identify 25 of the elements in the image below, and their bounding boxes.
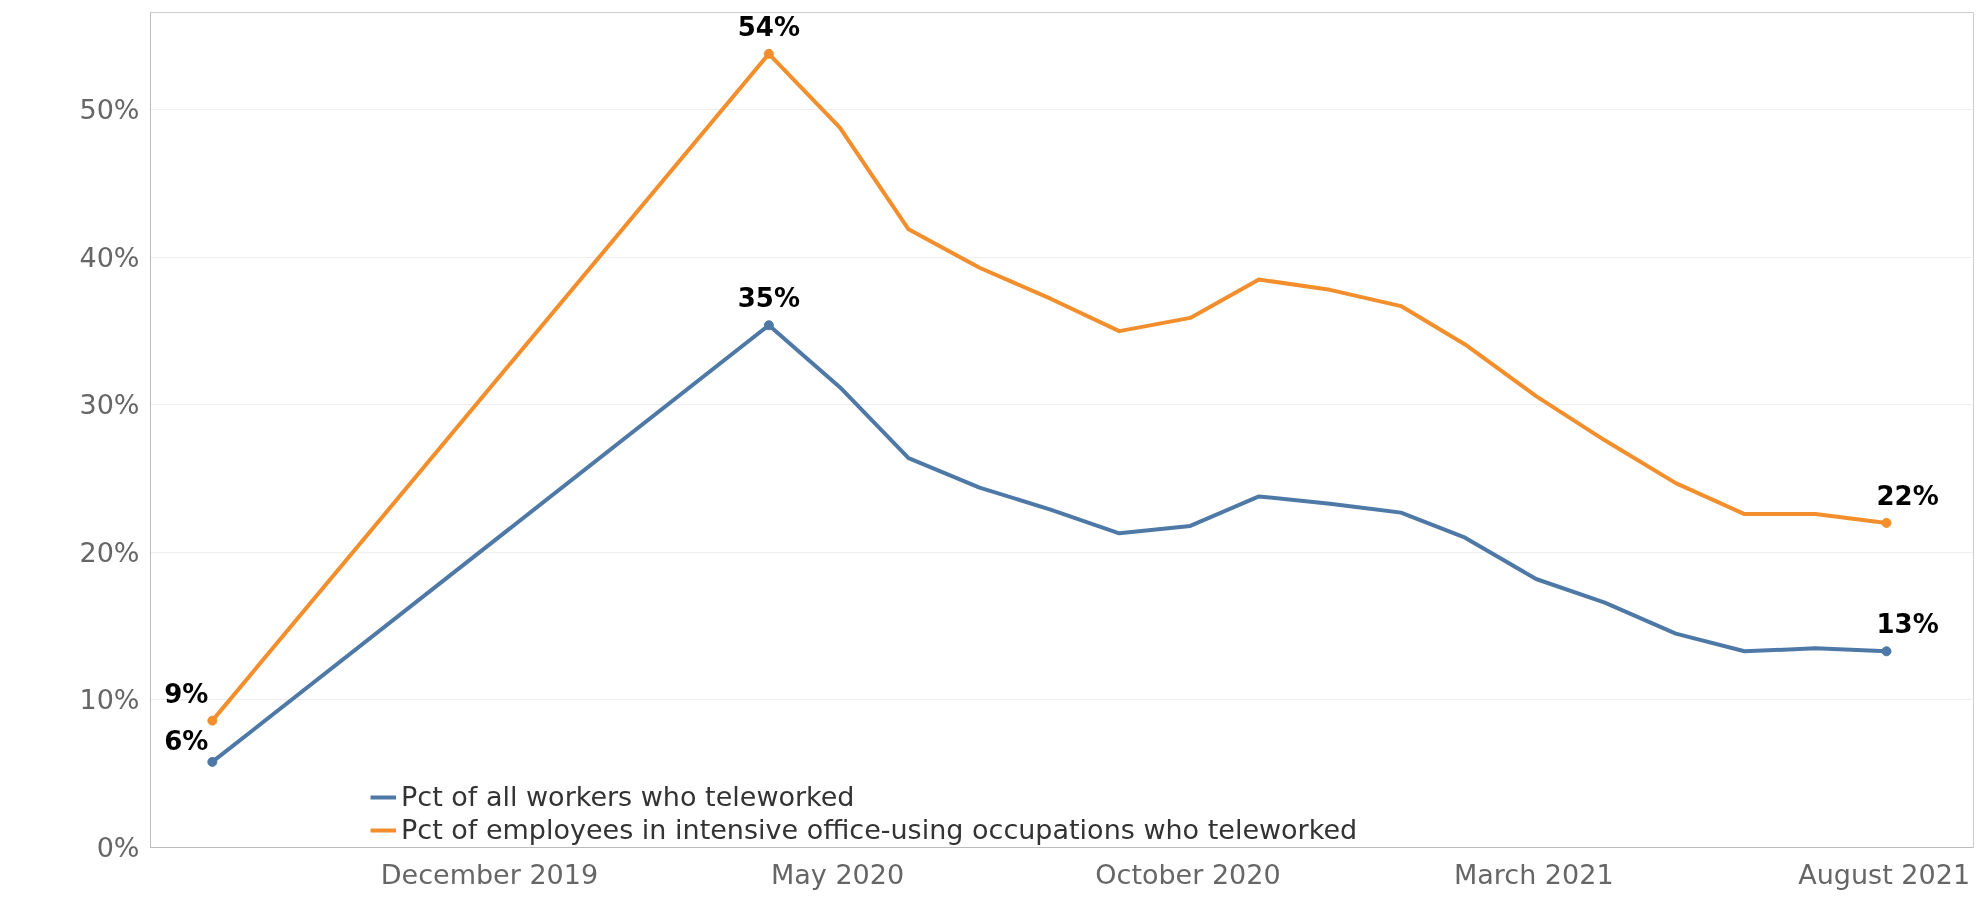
y-tick-label: 50%	[79, 94, 140, 126]
point	[1881, 646, 1892, 657]
data-label: 13%	[1876, 609, 1939, 640]
point	[207, 715, 218, 726]
data-label: 6%	[164, 725, 209, 756]
y-tick-label: 40%	[79, 241, 140, 273]
x-tick-label: December 2019	[380, 858, 599, 890]
legend-label: Pct of employees in intensive office-using occupations who teleworked	[401, 814, 1358, 845]
x-tick-label: May 2020	[771, 858, 905, 890]
point	[1881, 517, 1892, 528]
point	[207, 756, 218, 767]
y-tick-label: 0%	[96, 832, 140, 863]
point	[763, 320, 774, 331]
y-tick-label: 10%	[79, 684, 140, 716]
legend-label: Pct of all workers who teleworked	[401, 781, 855, 812]
point	[763, 48, 774, 59]
x-tick-label: August 2021	[1798, 858, 1971, 890]
data-label: 35%	[737, 283, 800, 314]
y-tick-label: 30%	[79, 389, 140, 421]
x-tick-label: October 2020	[1095, 858, 1281, 890]
data-label: 22%	[1876, 480, 1939, 511]
y-tick-label: 20%	[79, 536, 140, 568]
data-label: 9%	[164, 678, 209, 709]
data-label: 54%	[737, 11, 800, 42]
x-tick-label: March 2021	[1453, 858, 1614, 890]
